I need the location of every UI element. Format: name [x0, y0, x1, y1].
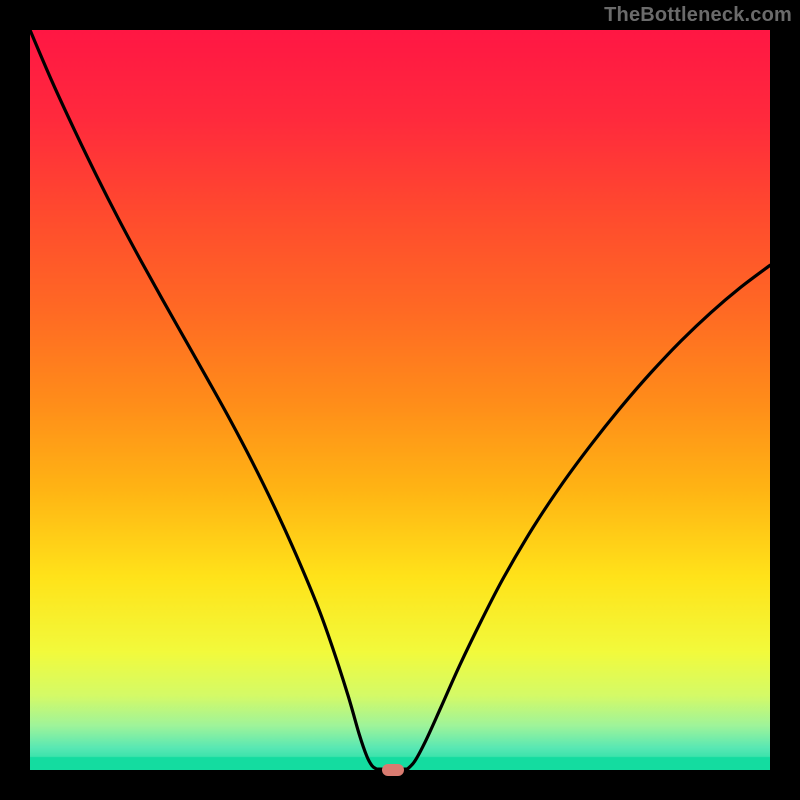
chart-container: TheBottleneck.com: [0, 0, 800, 800]
plot-area: [30, 30, 770, 770]
watermark-text: TheBottleneck.com: [604, 4, 792, 27]
bottleneck-curve-svg: [30, 30, 770, 770]
optimum-marker: [382, 764, 404, 776]
bottleneck-curve: [30, 30, 770, 769]
